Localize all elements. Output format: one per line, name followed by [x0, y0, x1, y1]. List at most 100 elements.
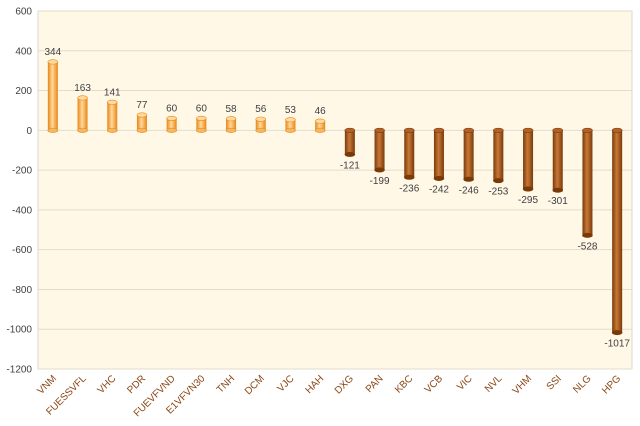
bar-base — [433, 127, 445, 133]
data-label: 77 — [136, 100, 148, 111]
bar — [47, 61, 58, 131]
data-label: 60 — [196, 103, 208, 114]
y-tick-label: -800 — [12, 285, 32, 296]
bar-cap — [106, 99, 118, 105]
bar — [493, 130, 504, 181]
bar — [255, 119, 266, 131]
bar-base — [314, 127, 326, 133]
bar-pdr — [136, 112, 148, 133]
data-label: 46 — [315, 106, 327, 117]
data-label: -121 — [340, 160, 360, 171]
bar-cap — [225, 116, 237, 122]
bar — [77, 97, 88, 131]
data-label: 141 — [104, 87, 121, 98]
bar — [433, 130, 444, 179]
bar-dcm — [255, 116, 267, 133]
data-label: -236 — [399, 183, 419, 194]
y-tick-label: 0 — [26, 126, 32, 137]
bar — [374, 130, 385, 170]
data-label: 344 — [45, 47, 62, 58]
bar-hpg — [611, 127, 623, 336]
bar-vic — [463, 127, 474, 182]
bar-cap — [493, 178, 504, 184]
data-label: -528 — [577, 241, 597, 252]
bar-base — [522, 127, 534, 133]
bar-vhc — [106, 99, 118, 133]
bar-base — [225, 127, 237, 133]
bar-base — [136, 127, 148, 133]
y-axis-ticks: 600 400 200 0 -200 -400 -600 -800 -1000 -1200 — [6, 7, 32, 376]
bar-vnm — [47, 59, 59, 133]
bar-base — [463, 127, 474, 133]
x-tick-label: PDR — [125, 373, 148, 396]
bar-base — [196, 127, 207, 133]
bar-base — [344, 127, 356, 133]
data-label: 163 — [74, 83, 91, 94]
bar-cap — [374, 167, 385, 173]
x-tick-label: HPG — [600, 373, 623, 396]
bar — [344, 130, 355, 155]
bar — [612, 130, 623, 333]
x-tick-label: VHM — [511, 373, 535, 397]
bar-cap — [582, 232, 593, 238]
bar-cap — [403, 174, 415, 180]
y-tick-label: 200 — [15, 86, 32, 97]
data-label: -242 — [429, 184, 449, 195]
x-tick-label: KBC — [393, 373, 415, 395]
bar — [196, 118, 207, 131]
bar — [523, 130, 534, 190]
bar-base — [611, 127, 623, 133]
data-label: 58 — [225, 104, 237, 115]
y-tick-label: 600 — [15, 7, 32, 18]
data-label: -301 — [548, 196, 568, 207]
bar — [166, 118, 177, 131]
data-label: -295 — [518, 195, 538, 206]
bar-kbc — [403, 127, 415, 180]
bars — [47, 59, 623, 336]
plot-area — [37, 10, 633, 370]
bar-cap — [196, 115, 207, 121]
bar-cap — [136, 112, 148, 118]
bar-vhm — [522, 127, 534, 192]
bar-cap — [77, 95, 88, 101]
bar-cap — [611, 330, 623, 336]
x-tick-label: TNH — [215, 373, 237, 395]
bar — [552, 130, 563, 191]
bar — [285, 119, 296, 131]
y-tick-label: 400 — [15, 46, 32, 57]
bar-base — [374, 127, 385, 133]
bar-cap — [47, 59, 59, 65]
bar-e1vfvn30 — [196, 115, 207, 133]
bar-cap — [166, 115, 177, 121]
bar-cap — [433, 175, 445, 181]
bar-pan — [374, 127, 385, 173]
bar-base — [552, 127, 564, 133]
bar — [136, 115, 147, 131]
bar-fuevfvnd — [166, 115, 177, 133]
bar-vjc — [285, 117, 296, 133]
bar-nlg — [582, 127, 593, 238]
bar — [463, 130, 474, 180]
x-tick-label: PAN — [364, 373, 386, 395]
bar-base — [106, 127, 118, 133]
x-tick-label: HAH — [304, 373, 327, 396]
bar-ssi — [552, 127, 564, 193]
bar-vcb — [433, 127, 445, 181]
bar-base — [166, 127, 177, 133]
data-label: -246 — [459, 185, 479, 196]
y-tick-label: -400 — [12, 205, 32, 216]
bar-cap — [285, 117, 296, 123]
bar — [226, 118, 237, 131]
bar-fuessvfl — [77, 95, 88, 133]
bar — [404, 130, 415, 178]
data-label: -1017 — [604, 339, 630, 350]
bar-tnh — [225, 116, 237, 133]
bar-nvl — [493, 127, 504, 184]
bar-dxg — [344, 127, 356, 157]
bar-cap — [314, 118, 326, 124]
x-tick-label: VNM — [35, 373, 59, 397]
